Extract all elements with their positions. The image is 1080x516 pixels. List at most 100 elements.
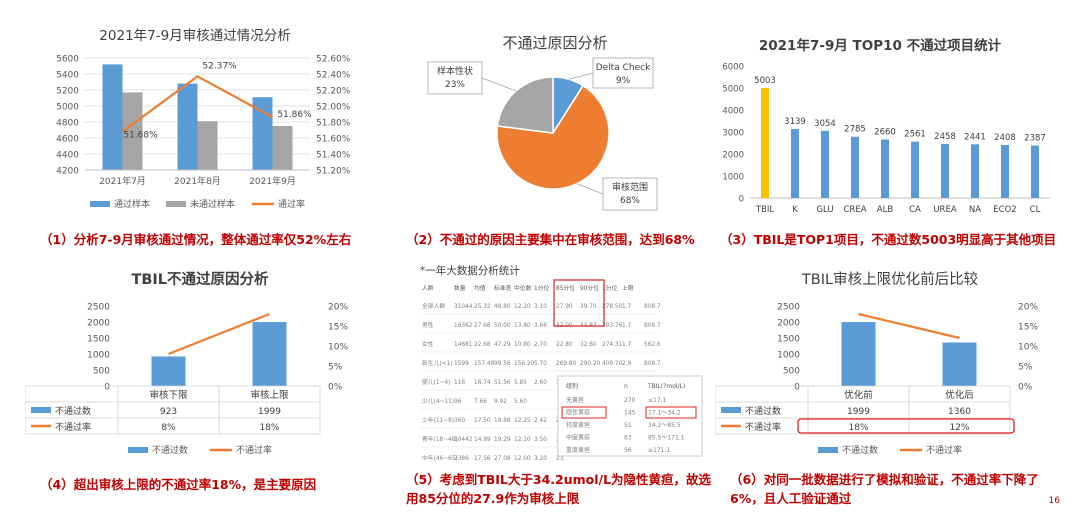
inset-cell: 63: [624, 435, 632, 442]
y-left-tick: 1500: [777, 335, 800, 345]
table-cell: 27.90: [556, 304, 573, 310]
table-rate: 18%: [259, 423, 279, 433]
table-cell: 156.20: [514, 361, 535, 367]
chart4-title: TBIL不通过原因分析: [131, 270, 269, 288]
leader-line: [481, 77, 517, 92]
highlight-range: [645, 406, 697, 419]
table-cell: 269.80: [556, 361, 577, 367]
table-cell: 17.50: [474, 418, 491, 424]
bar-fail-count: [841, 322, 876, 386]
bar-failed: [122, 92, 143, 170]
table-cell: 少年(11~8): [422, 416, 454, 424]
table-cell: 2.42: [534, 418, 547, 424]
table-cell: 39.70: [580, 304, 597, 310]
table-cell: 5.85: [514, 380, 527, 386]
table-cell: 360: [454, 418, 465, 424]
bar-item: [821, 130, 829, 198]
slice-value: 9%: [616, 76, 631, 86]
y-right-tick: 51.80%: [316, 119, 351, 129]
x-tick: 审核下限: [149, 389, 188, 401]
chart-tbil-reasons: TBIL不通过原因分析 0 500 1000 1500 2000 2500 0% 5% 10% 1…: [25, 270, 348, 456]
table-header: 1分位: [534, 284, 549, 292]
table-cell: 17.56: [474, 456, 491, 462]
bar-value-label: 2441: [964, 132, 986, 142]
table-header: 人群: [422, 284, 434, 292]
pie-slice: [496, 84, 610, 190]
table-cell: 1599: [454, 361, 469, 367]
row-label-count: 不通过数: [745, 405, 781, 417]
table-cell: 25.32: [474, 304, 491, 310]
y-left-tick: 1000: [777, 351, 800, 361]
x-tick: 审核上限: [250, 389, 289, 401]
bar-value-label: 5003: [754, 76, 776, 86]
y-right-tick: 10%: [1018, 343, 1038, 353]
table-cell: 12.00: [514, 456, 531, 462]
point-label: 51.86%: [277, 110, 312, 120]
inset-cell: 56: [624, 447, 632, 454]
leader-line: [576, 183, 604, 195]
line-fail-rate: [168, 312, 270, 356]
table-cell: 32.60: [580, 342, 597, 348]
legend-swatch-passed: [90, 201, 110, 207]
table-cell: 51.56: [494, 380, 511, 386]
inset-cell: 85.5～171.1: [648, 435, 685, 442]
slice-value: 68%: [620, 196, 640, 206]
table-cell: 男性: [422, 321, 434, 329]
y-left-tick: 4800: [56, 119, 79, 129]
table-title: *一年大数据分析统计: [420, 264, 520, 277]
legend-swatch-failed: [166, 201, 186, 207]
table-cell: 12.20: [514, 304, 531, 310]
inset-cell: 17.1～34.2: [648, 410, 681, 417]
inset-cell: 轻度黄疸: [566, 421, 590, 429]
table-count: 1360: [948, 407, 971, 417]
y-left-tick: 1500: [87, 335, 110, 345]
table-cell: 409.70: [602, 361, 623, 367]
table-cell: 96: [454, 399, 462, 405]
y-tick: 3000: [722, 129, 744, 139]
inset-table: [557, 375, 703, 457]
bar-value-label: 3139: [784, 117, 806, 127]
x-tick: TBIL: [755, 205, 775, 215]
x-tick: GLU: [816, 205, 833, 215]
inset-cell: 中度黄疸: [566, 434, 590, 442]
table-cell: 12.10: [514, 437, 531, 443]
y-right-tick: 20%: [1018, 303, 1038, 313]
x-tick: K: [792, 205, 798, 215]
table-cell: 1.7: [622, 342, 632, 348]
chart-approval-analysis: 2021年7-9月审核通过情况分析 4200 4400 4600 4800 5000 52…: [56, 28, 351, 210]
x-tick: 2021年9月: [249, 175, 296, 187]
x-tick: 优化前: [844, 389, 873, 401]
table-cell: 中年(46~65): [422, 454, 458, 462]
y-right-tick: 15%: [328, 323, 348, 333]
table-cell: 274.31: [602, 342, 623, 348]
chart6-title: TBIL审核上限优化前后比较: [801, 270, 978, 288]
inset-cell: 51: [624, 422, 632, 429]
y-right-tick: 52.00%: [316, 103, 351, 113]
table-count: 923: [160, 407, 177, 417]
table-cell: 14681: [454, 342, 473, 348]
y-right-tick: 20%: [328, 303, 348, 313]
bar-item: [791, 128, 799, 198]
inset-cell: ≥171.1: [648, 447, 670, 454]
table-cell: 16.74: [474, 380, 491, 386]
x-tick: 2021年7月: [99, 175, 146, 187]
table-cell: 9.92: [494, 399, 507, 405]
table-cell: 青年(18~46): [422, 435, 458, 443]
y-right-tick: 52.20%: [316, 87, 351, 97]
table-cell: 10442: [454, 437, 473, 443]
table-cell: 562.6: [644, 342, 661, 348]
table-header: 1分位: [602, 284, 617, 292]
table-count: 1999: [847, 407, 870, 417]
y-right-tick: 5%: [1018, 363, 1033, 373]
chart3-title: 2021年7-9月 TOP10 不通过项目统计: [759, 37, 1002, 54]
inset-header: n: [624, 383, 628, 390]
y-left-tick: 5400: [56, 71, 79, 81]
chart-top10-items: 2021年7-9月 TOP10 不通过项目统计 0 1000 2000 3000 400…: [722, 37, 1050, 215]
table-cell: 19.29: [494, 437, 511, 443]
table-rate: 12%: [949, 423, 969, 433]
slice-name: 审核范围: [612, 181, 648, 193]
legend-count: 不通过数: [152, 444, 188, 456]
table-cell: 2.9: [622, 361, 632, 367]
table-header: 上限: [622, 284, 634, 292]
table-cell: 13.80: [514, 323, 531, 329]
